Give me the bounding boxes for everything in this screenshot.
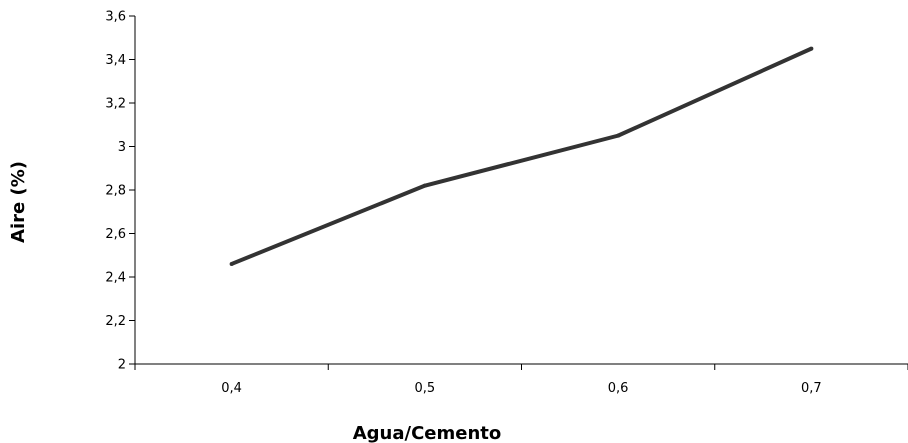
- x-tick-label: 0,4: [221, 381, 242, 396]
- y-axis-title: Aire (%): [8, 161, 29, 243]
- y-tick-label: 2,6: [105, 227, 126, 242]
- y-tick-label: 2: [118, 358, 126, 373]
- x-ticks: 0,4 0,5 0,6 0,7: [134, 364, 908, 396]
- data-point: [616, 133, 621, 138]
- x-axis-title: Agua/Cemento: [353, 423, 502, 443]
- x-tick-label: 0,6: [608, 381, 629, 396]
- series-line: [230, 46, 813, 266]
- y-tick-label: 2,2: [105, 314, 126, 329]
- y-tick-label: 2,8: [105, 184, 126, 199]
- y-tick-label: 3: [118, 140, 126, 155]
- data-point: [229, 261, 234, 266]
- series-group: [229, 46, 814, 266]
- x-tick-label: 0,7: [801, 381, 822, 396]
- x-axis: 0,4 0,5 0,6 0,7: [134, 363, 908, 396]
- y-tick-label: 3,4: [105, 53, 126, 68]
- y-tick-label: 3,2: [105, 97, 126, 112]
- y-tick-label: 2,4: [105, 271, 126, 286]
- y-axis: 2 2,2 2,4 2,6 2,8 3 3,2 3,4 3,6: [105, 10, 136, 373]
- x-tick-label: 0,5: [415, 381, 436, 396]
- y-tick-label: 3,6: [105, 10, 126, 25]
- y-ticks: 2 2,2 2,4 2,6 2,8 3 3,2 3,4 3,6: [105, 10, 135, 373]
- data-point: [422, 183, 427, 188]
- data-point: [809, 46, 814, 51]
